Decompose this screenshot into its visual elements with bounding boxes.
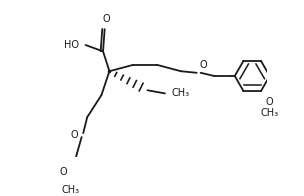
Text: O: O [199, 60, 207, 70]
Text: O: O [266, 97, 274, 107]
Text: O: O [60, 167, 67, 177]
Text: HO: HO [64, 40, 79, 50]
Text: CH₃: CH₃ [171, 88, 189, 98]
Text: O: O [70, 131, 78, 141]
Text: CH₃: CH₃ [261, 109, 279, 119]
Text: O: O [102, 14, 110, 24]
Text: CH₃: CH₃ [61, 185, 80, 195]
